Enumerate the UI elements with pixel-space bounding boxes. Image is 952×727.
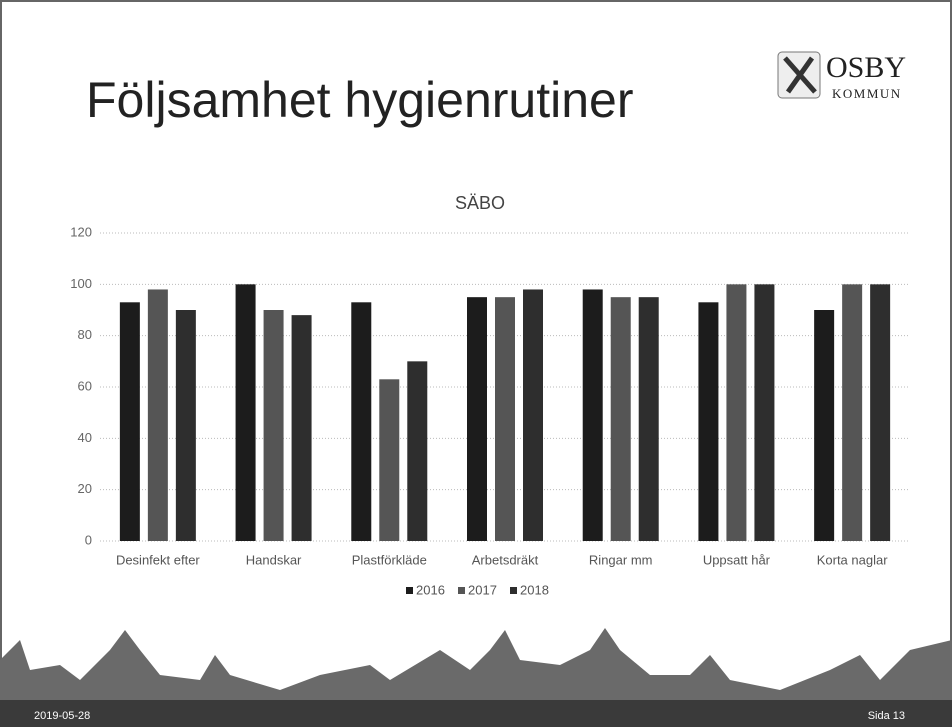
footer-band: [0, 700, 952, 727]
x-tick-label: Plastförkläde: [352, 552, 427, 567]
bar: [467, 297, 487, 541]
x-tick-label: Arbetsdräkt: [472, 552, 539, 567]
bar: [610, 297, 631, 541]
y-tick-label: 100: [70, 276, 92, 291]
x-tick-label: Uppsatt hår: [703, 552, 771, 567]
bar: [638, 297, 659, 541]
y-tick-label: 60: [78, 378, 92, 393]
x-tick-label: Handskar: [246, 552, 302, 567]
bar: [407, 361, 428, 541]
y-tick-label: 80: [78, 327, 92, 342]
x-tick-label: Ringar mm: [589, 552, 653, 567]
logo-sub: KOMMUN: [832, 86, 902, 101]
bar: [263, 310, 284, 541]
bar: [119, 302, 140, 541]
bar: [175, 310, 196, 541]
legend-label: 2016: [416, 582, 445, 597]
legend-swatch: [458, 587, 465, 594]
bar: [698, 302, 719, 541]
bar: [870, 284, 891, 541]
bar: [582, 289, 603, 541]
bar: [814, 310, 835, 541]
bar: [351, 302, 372, 541]
y-tick-label: 0: [85, 532, 92, 547]
bar: [726, 284, 747, 541]
bar: [235, 284, 256, 541]
bar: [379, 379, 400, 541]
bar: [754, 284, 775, 541]
chart-title: SÄBO: [455, 193, 505, 213]
bar: [147, 289, 168, 541]
bar: [291, 315, 312, 541]
bar: [495, 297, 515, 541]
y-tick-label: 20: [78, 481, 92, 496]
slide-title: Följsamhet hygienrutiner: [86, 72, 634, 128]
logo-mark: [783, 56, 817, 94]
x-tick-label: Desinfekt efter: [116, 552, 200, 567]
bar: [842, 284, 863, 541]
y-tick-label: 40: [78, 430, 92, 445]
legend-label: 2018: [520, 582, 549, 597]
footer-date: 2019-05-28: [34, 710, 90, 722]
bar: [523, 289, 543, 541]
logo-name: OSBY: [826, 51, 906, 84]
legend-swatch: [406, 587, 413, 594]
x-tick-label: Korta naglar: [817, 552, 888, 567]
footer-page: Sida 13: [868, 710, 905, 722]
legend-swatch: [510, 587, 517, 594]
logo: OSBY KOMMUN: [777, 51, 906, 101]
legend-label: 2017: [468, 582, 497, 597]
footer: 2019-05-28 Sida 13: [0, 628, 952, 727]
y-tick-label: 120: [70, 224, 92, 239]
